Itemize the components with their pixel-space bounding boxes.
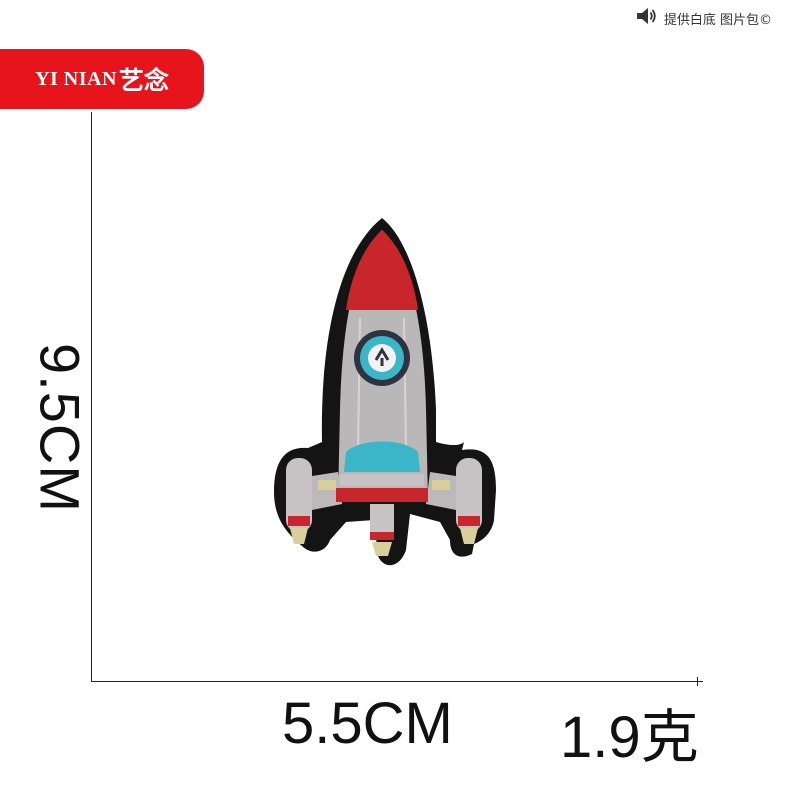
width-axis-line [91,681,703,682]
rocket-patch-image [260,210,500,590]
height-measurement: 9.5CM [28,343,92,513]
brand-logo: YI NIAN 艺念 [0,49,204,109]
white-background-notice: 提供白底 图片包© [636,6,772,30]
brand-name-cn: 艺念 [118,66,169,95]
brand-name-en: YI NIAN [35,67,117,90]
weight-measurement: 1.9克 [560,705,699,770]
speaker-icon [636,6,658,30]
width-measurement: 5.5CM [282,691,453,756]
width-axis-end-tick [697,677,698,686]
notice-text: 提供白底 图片包© [663,12,772,28]
height-axis-line [91,112,92,682]
